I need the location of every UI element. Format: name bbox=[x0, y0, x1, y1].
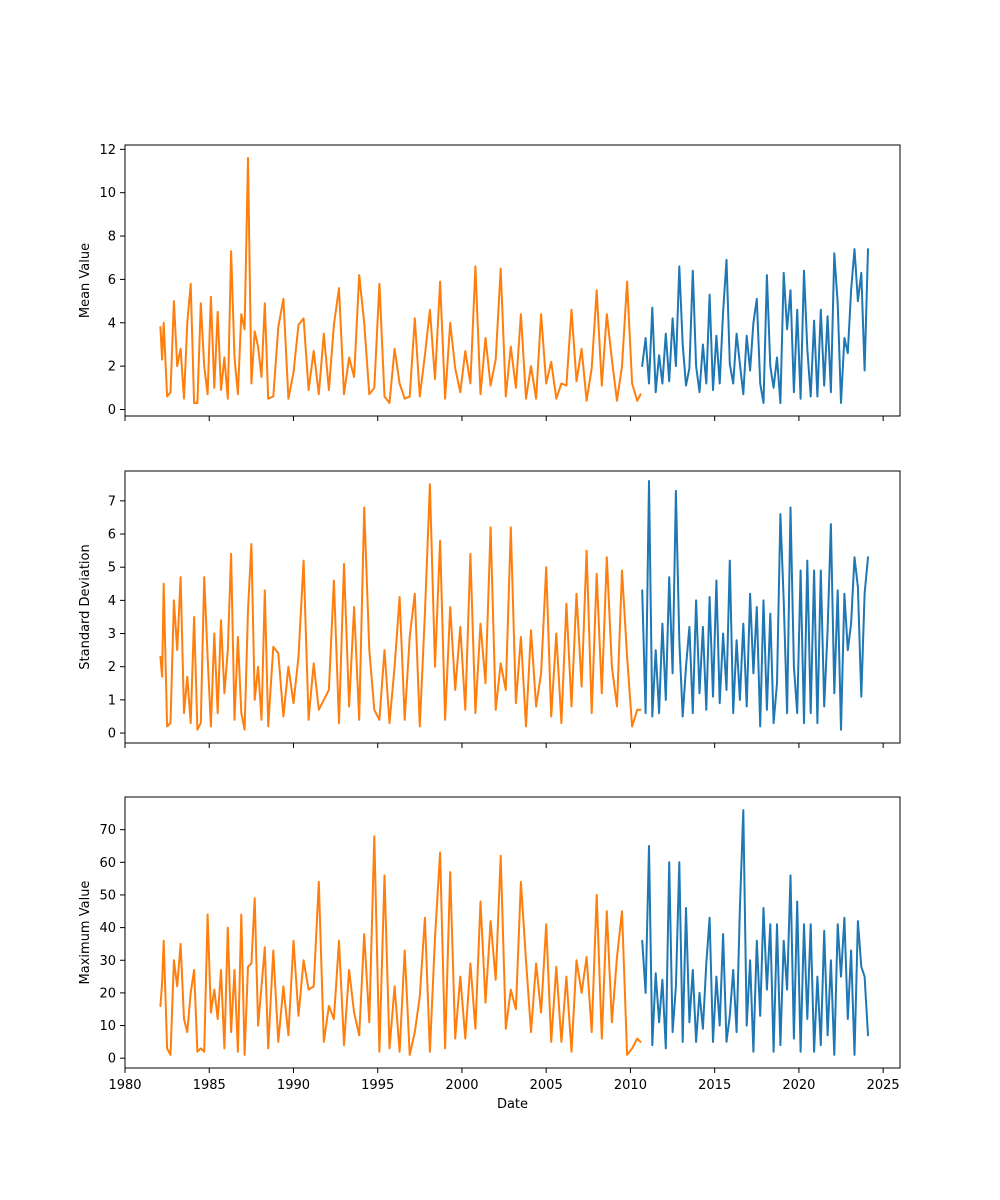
panel-3-ytick-label: 50 bbox=[99, 888, 116, 903]
panel-3-ytick-label: 10 bbox=[99, 1019, 116, 1034]
panel-3: 0 10 20 30 40 50 60 70 1980 1985 1990 1995 2000 2005 2… bbox=[78, 796, 901, 1112]
xtick-label: 2010 bbox=[614, 1078, 647, 1093]
panel-1-ytick-label: 4 bbox=[108, 316, 116, 331]
panel-1-ytick-label: 10 bbox=[99, 186, 116, 201]
panel-3-ytick-label: 70 bbox=[99, 823, 116, 838]
panel-2-ytick-label: 2 bbox=[108, 660, 116, 675]
panel-1-ylabel: Mean Value bbox=[78, 243, 93, 318]
panel-2-frame bbox=[124, 470, 901, 744]
panel-3-ytick-label: 30 bbox=[99, 954, 116, 969]
panel-3-ytick-label: 0 bbox=[108, 1052, 116, 1067]
panel-1-ytick-label: 0 bbox=[108, 403, 116, 418]
panel-1-ytick-label: 8 bbox=[108, 230, 116, 245]
panel-3-ytick-label: 20 bbox=[99, 986, 116, 1001]
panel-2-ytick-label: 0 bbox=[108, 727, 116, 742]
panel-2-ylabel: Standard Deviation bbox=[78, 544, 93, 669]
panel-1-ytick-label: 2 bbox=[108, 360, 116, 375]
panel-3-frame bbox=[124, 796, 901, 1069]
xtick-label: 2020 bbox=[782, 1078, 815, 1093]
panel-2-ytick-label: 1 bbox=[108, 693, 116, 708]
xtick-label: 2005 bbox=[530, 1078, 563, 1093]
panel-2-ytick-label: 4 bbox=[108, 594, 116, 609]
panel-3-ytick-label: 40 bbox=[99, 921, 116, 936]
panel-1-frame bbox=[124, 144, 901, 417]
panel-2-series-2-line bbox=[641, 480, 869, 731]
panel-3-series-2-line bbox=[641, 809, 869, 1056]
panel-3-ytick-label: 60 bbox=[99, 856, 116, 871]
xtick-label: 2015 bbox=[698, 1078, 731, 1093]
panel-2-ytick-label: 3 bbox=[108, 627, 116, 642]
panel-2-ytick-label: 7 bbox=[108, 494, 116, 509]
xtick-label: 1985 bbox=[193, 1078, 226, 1093]
xtick-label: 2000 bbox=[445, 1078, 478, 1093]
panel-3-ylabel: Maximum Value bbox=[78, 881, 93, 985]
xlabel: Date bbox=[497, 1097, 528, 1112]
panel-2-ytick-label: 5 bbox=[108, 561, 116, 576]
panel-1-series-2-line bbox=[641, 248, 869, 404]
panel-1-series-1-line bbox=[159, 157, 642, 404]
panel-3-series-1-line bbox=[159, 835, 642, 1056]
panel-2-ytick-label: 6 bbox=[108, 528, 116, 543]
xtick-label: 1990 bbox=[277, 1078, 310, 1093]
panel-2-series-1-line bbox=[159, 483, 642, 731]
xtick-label: 1980 bbox=[108, 1078, 141, 1093]
panel-1-ytick-label: 6 bbox=[108, 273, 116, 288]
panel-1-ytick-label: 12 bbox=[99, 143, 116, 158]
xtick-label: 1995 bbox=[361, 1078, 394, 1093]
panel-1: 0 2 4 6 8 10 12 Mean Value bbox=[78, 143, 901, 421]
xtick-label: 2025 bbox=[867, 1078, 900, 1093]
panel-2: 0 1 2 3 4 5 6 7 Standard Deviation bbox=[78, 470, 901, 748]
